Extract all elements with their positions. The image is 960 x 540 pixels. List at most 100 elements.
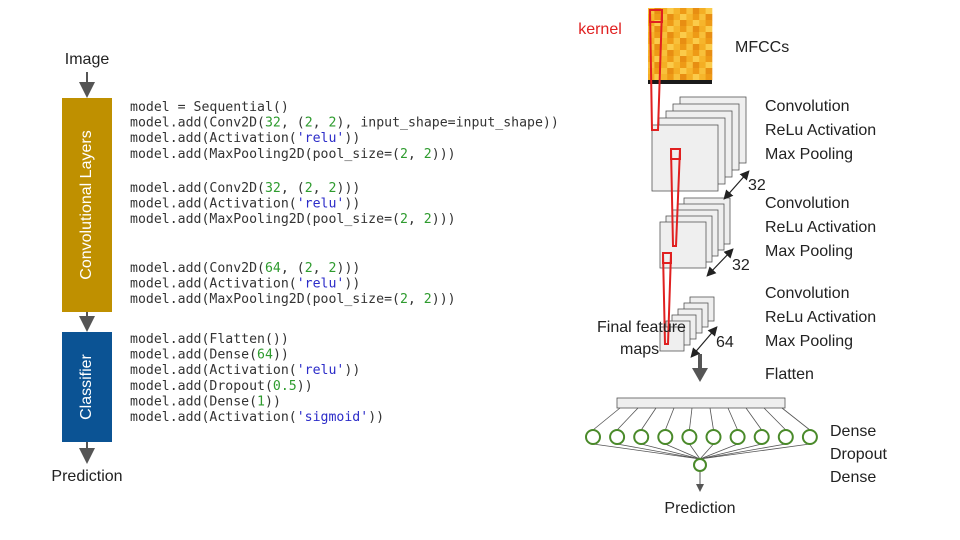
code-line: model.add(Dense(1)) xyxy=(130,394,281,409)
heatmap-cell xyxy=(667,20,674,27)
connection xyxy=(699,443,762,460)
heatmap-cell xyxy=(680,62,687,69)
heatmap-cell xyxy=(667,62,674,69)
output-node xyxy=(693,458,707,472)
dense-node xyxy=(609,429,626,445)
heatmap-cell xyxy=(692,14,700,21)
heatmap-cell xyxy=(692,68,700,75)
feature-maps-label: Final feature xyxy=(597,319,686,336)
heatmap-cell xyxy=(654,26,662,33)
heatmap-cell xyxy=(705,62,713,69)
connection xyxy=(616,407,639,431)
connection xyxy=(665,443,701,460)
heatmap-cell xyxy=(705,50,713,57)
heatmap-cell xyxy=(654,74,662,81)
filter-count: 32 xyxy=(732,257,750,274)
heatmap-cell xyxy=(660,74,668,81)
heatmap-cell xyxy=(692,56,700,63)
heatmap-cell xyxy=(680,50,687,57)
heatmap-cell xyxy=(705,74,713,81)
dense-node xyxy=(585,429,601,445)
heatmap-cell xyxy=(654,62,662,69)
heatmap-cell xyxy=(699,62,706,69)
heatmap-cell xyxy=(680,14,687,21)
kernel-path xyxy=(661,252,673,345)
heatmap-cell xyxy=(667,38,674,45)
heatmap-cell xyxy=(680,26,687,33)
heatmap-cell xyxy=(660,26,668,33)
network: kernel MFCCs Convolution ReLu Activation Max… xyxy=(578,8,887,517)
operation-label: Convolution xyxy=(765,285,850,302)
count-arrow xyxy=(690,326,718,358)
heatmap-cell xyxy=(699,32,706,39)
heatmap-cell xyxy=(680,74,687,81)
heatmap-cell xyxy=(654,20,662,27)
heatmap-cell xyxy=(705,26,713,33)
dense-node xyxy=(777,429,794,445)
kernel-path xyxy=(648,9,664,131)
code-line: model.add(Activation('sigmoid')) xyxy=(130,410,384,425)
heatmap-cell xyxy=(692,74,700,81)
heatmap-cell xyxy=(686,50,694,57)
heatmap-cell xyxy=(673,44,681,51)
code-line: model.add(Conv2D(32, (2, 2), input_shape… xyxy=(130,116,559,131)
connection xyxy=(617,443,701,460)
heatmap-cell xyxy=(673,38,681,45)
code-line: model.add(MaxPooling2D(pool_size=(2, 2))… xyxy=(130,212,456,227)
heatmap-cell xyxy=(673,8,681,15)
heatmap-cell xyxy=(654,44,662,51)
heatmap-cell xyxy=(673,26,681,33)
heatmap-cell xyxy=(692,26,700,33)
dense-label: Dropout xyxy=(830,446,887,463)
dense-label: Dense xyxy=(830,423,876,440)
heatmap-cell xyxy=(686,56,694,63)
heatmap-cell xyxy=(648,20,655,27)
connection xyxy=(689,443,701,460)
operation-label: ReLu Activation xyxy=(765,309,876,326)
code-line: model.add(Conv2D(64, (2, 2))) xyxy=(130,261,360,276)
heatmap-cell xyxy=(699,74,706,81)
connection xyxy=(781,407,811,431)
count-arrow xyxy=(706,248,734,277)
code-line: model.add(Dropout(0.5)) xyxy=(130,379,313,394)
operation-label: Max Pooling xyxy=(765,243,853,260)
heatmap-cell xyxy=(654,14,662,21)
connection xyxy=(689,407,693,431)
flatten-label: Flatten xyxy=(765,366,814,383)
connection xyxy=(699,443,786,460)
heatmap-cell xyxy=(667,8,674,15)
heatmap-cell xyxy=(686,68,694,75)
kernel-path xyxy=(669,148,682,247)
heatmap-cell xyxy=(699,26,706,33)
code-line: model.add(Activation('relu')) xyxy=(130,277,360,292)
heatmap-cell xyxy=(692,62,700,69)
heatmap-cell xyxy=(680,56,687,63)
heatmap-cell xyxy=(680,8,687,15)
heatmap-cell xyxy=(673,56,681,63)
pipeline-output: Prediction xyxy=(51,468,122,485)
heatmap-cell xyxy=(680,68,687,75)
heatmap-cell xyxy=(699,38,706,45)
heatmap-cell xyxy=(692,38,700,45)
output-label: Prediction xyxy=(664,500,735,517)
operation-label: Max Pooling xyxy=(765,146,853,163)
heatmap-cell xyxy=(686,8,694,15)
kernel-label: kernel xyxy=(578,21,622,38)
heatmap-cell xyxy=(667,14,674,21)
conv-block-label: Convolutional Layers xyxy=(78,130,95,279)
heatmap-cell xyxy=(705,8,713,15)
heatmap-cell xyxy=(699,50,706,57)
heatmap-cell xyxy=(699,44,706,51)
heatmap-cell xyxy=(705,38,713,45)
heatmap-cell xyxy=(667,50,674,57)
heatmap-cell xyxy=(705,44,713,51)
heatmap-cell xyxy=(705,32,713,39)
heatmap-cell xyxy=(654,50,662,57)
code-line: model.add(Dense(64)) xyxy=(130,348,289,363)
heatmap-cell xyxy=(667,68,674,75)
heatmap-cell xyxy=(699,68,706,75)
code-line: model = Sequential() xyxy=(130,100,289,115)
heatmap-cell xyxy=(660,56,668,63)
connection xyxy=(727,407,738,431)
